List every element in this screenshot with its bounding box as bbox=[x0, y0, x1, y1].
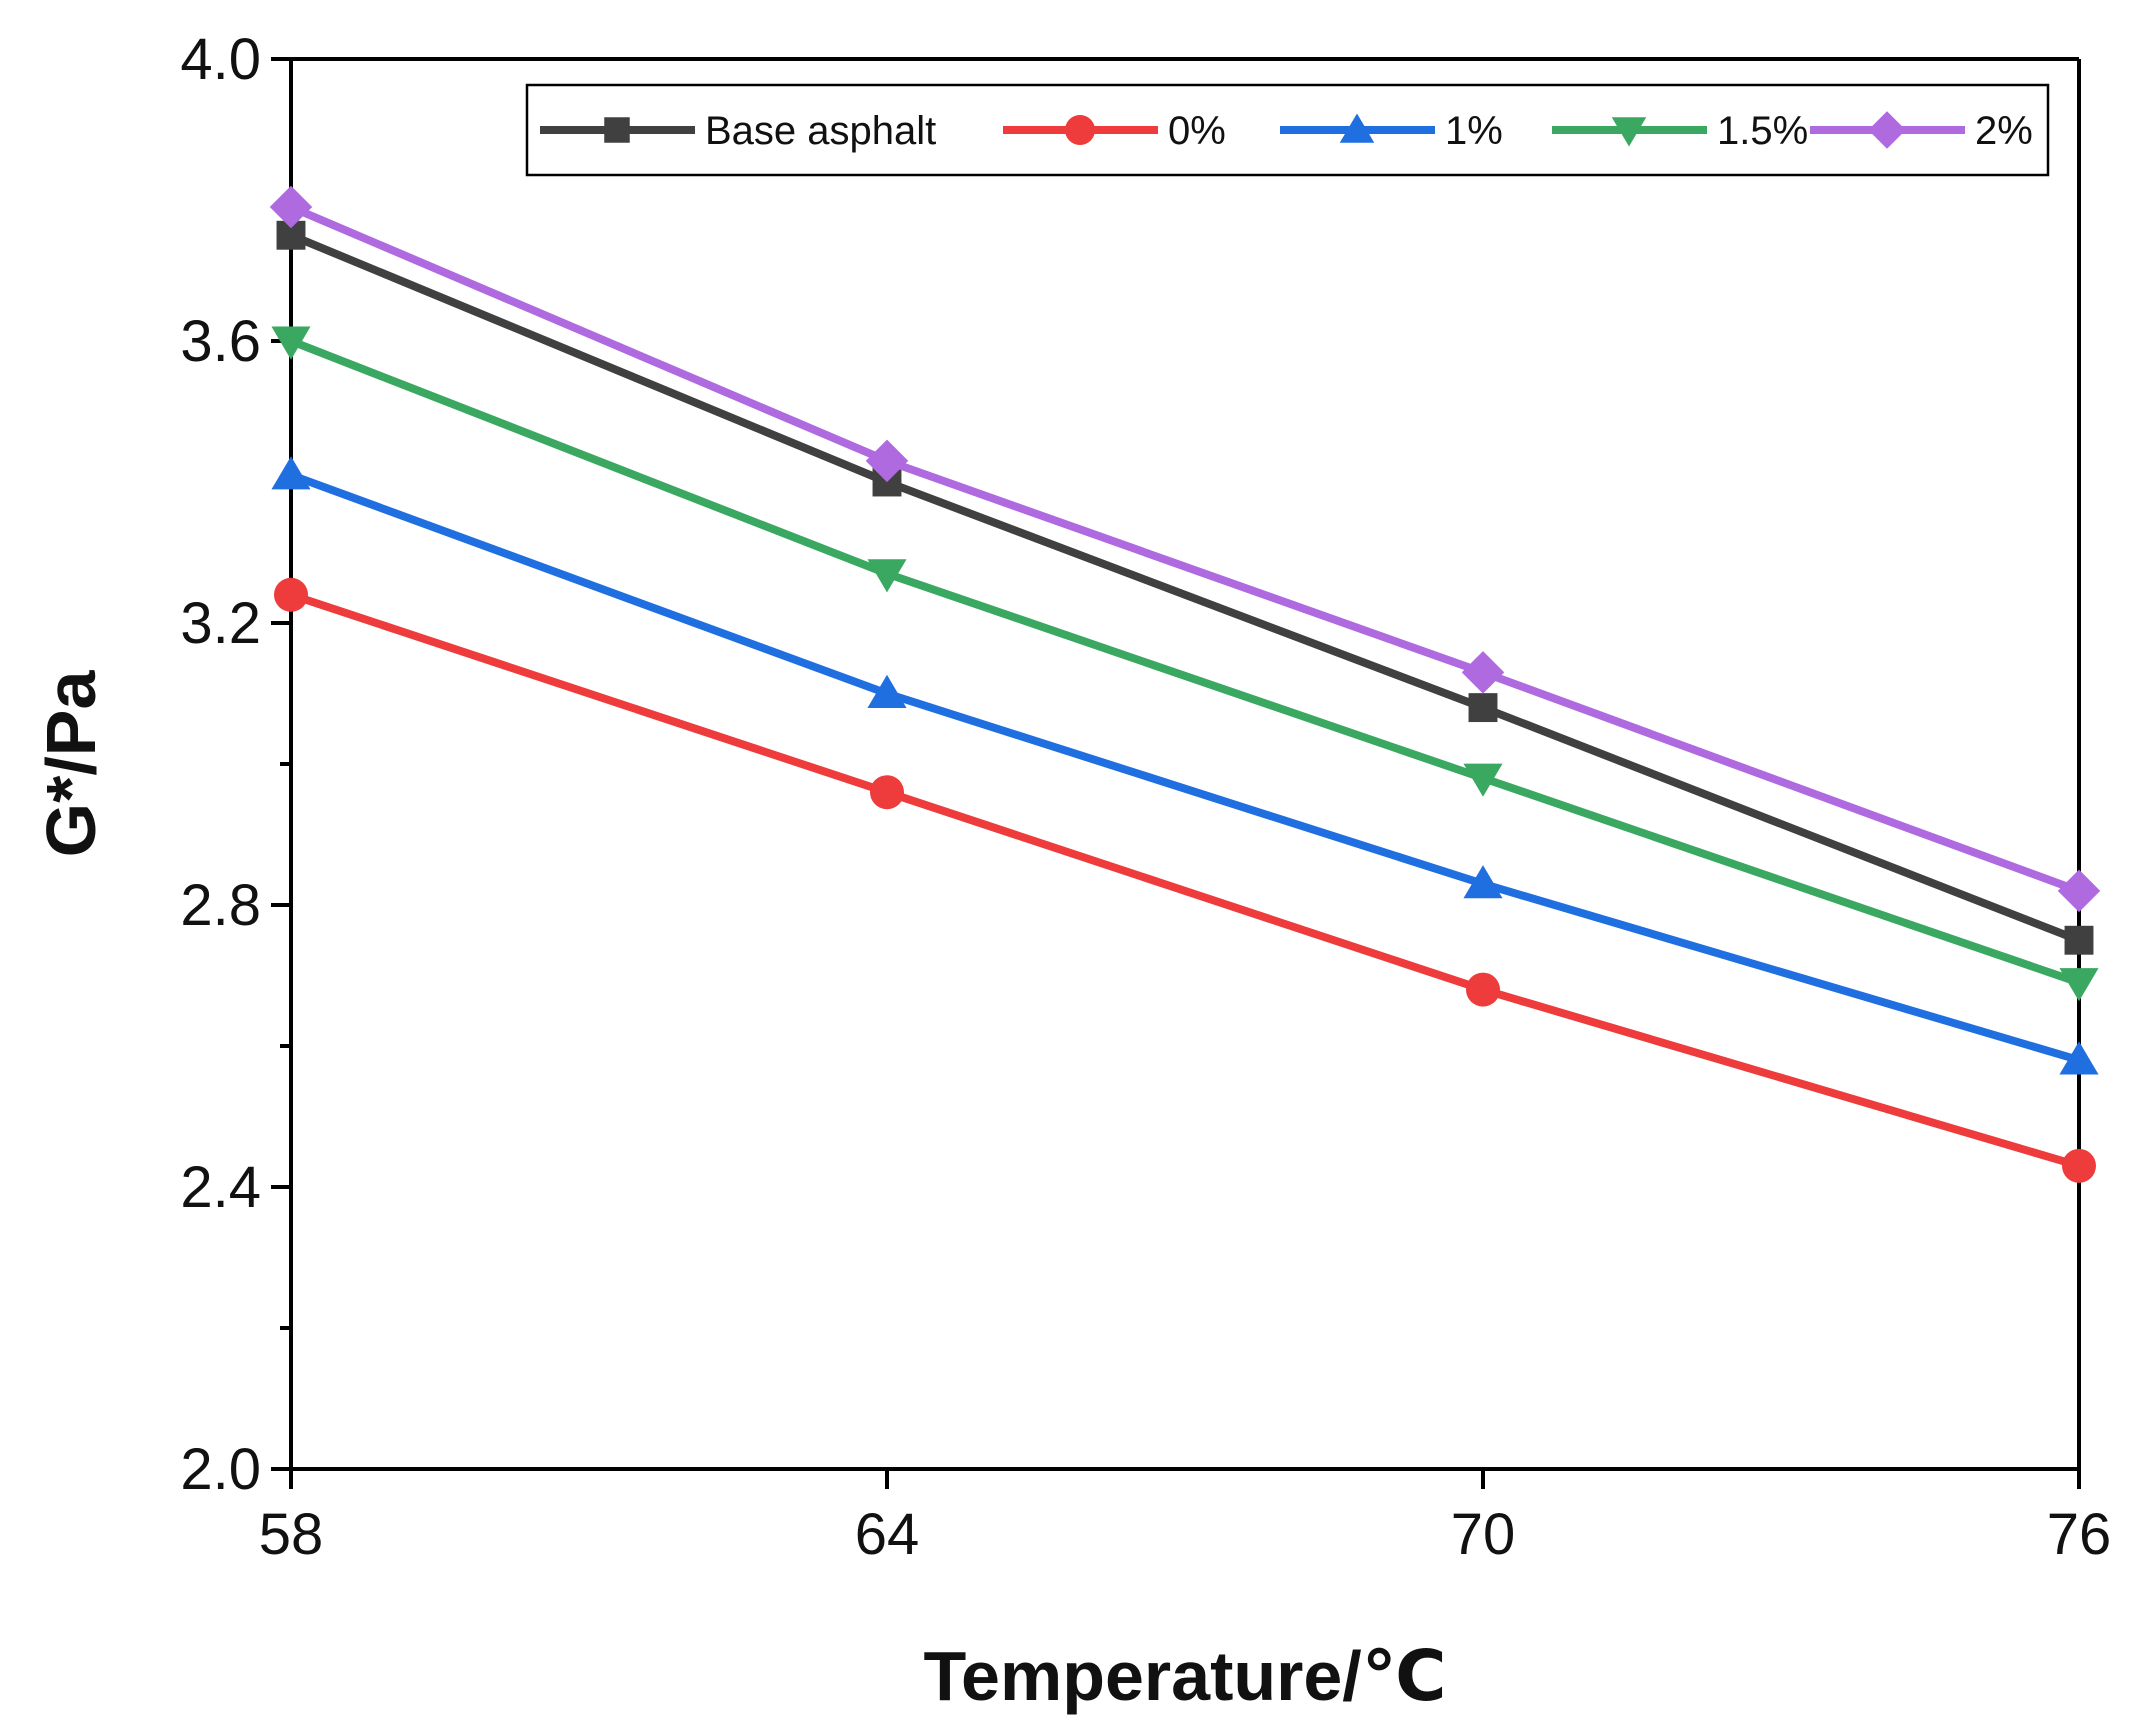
y-tick-label: 2.0 bbox=[180, 1437, 261, 1502]
legend-entry: 1.5% bbox=[1552, 109, 1808, 153]
series-line bbox=[289, 203, 2081, 895]
data-point bbox=[2064, 925, 2094, 955]
legend-marker bbox=[1611, 117, 1647, 147]
legend-label: 2% bbox=[1975, 109, 2033, 153]
series-line bbox=[289, 471, 2081, 1064]
data-point bbox=[1461, 651, 1505, 694]
y-tick-label: 2.8 bbox=[180, 873, 261, 938]
data-point bbox=[2062, 1148, 2096, 1183]
data-point bbox=[1463, 763, 1503, 797]
series-line bbox=[289, 591, 2081, 1170]
data-point bbox=[867, 559, 907, 593]
y-axis: 2.0 2.4 2.8 3.2 3.6 4.0 bbox=[180, 27, 291, 1502]
y-tick-label: 4.0 bbox=[180, 27, 261, 92]
legend-marker bbox=[604, 117, 630, 143]
x-tick-label: 58 bbox=[259, 1502, 324, 1567]
x-tick-label: 64 bbox=[855, 1502, 920, 1567]
legend-label: 1% bbox=[1445, 109, 1503, 153]
legend-entry: 0% bbox=[1003, 109, 1226, 153]
legend-entry: Base asphalt bbox=[540, 109, 936, 153]
legend-label: 1.5% bbox=[1717, 109, 1808, 153]
data-point bbox=[2059, 1041, 2099, 1075]
data-point bbox=[269, 185, 313, 229]
series-4 bbox=[269, 185, 2101, 913]
legend-entry: 2% bbox=[1810, 109, 2033, 153]
data-point bbox=[870, 775, 904, 810]
data-point bbox=[271, 456, 311, 490]
series-3 bbox=[271, 326, 2099, 1002]
x-axis: 58 64 70 76 bbox=[259, 1469, 2112, 1567]
x-axis-title: Temperature/℃ bbox=[923, 1637, 1446, 1715]
data-point bbox=[1468, 693, 1498, 723]
legend: Base asphalt 0% 1% 1.5% 2% bbox=[525, 83, 2050, 177]
series-1 bbox=[274, 577, 2096, 1183]
y-tick-label: 3.6 bbox=[180, 309, 261, 374]
legend-marker bbox=[1868, 111, 1906, 149]
legend-marker bbox=[1065, 115, 1095, 145]
legend-marker bbox=[1339, 113, 1375, 143]
legend-label: 0% bbox=[1168, 109, 1226, 153]
data-point bbox=[865, 439, 909, 483]
y-tick-label: 3.2 bbox=[180, 591, 261, 656]
plot-frame bbox=[289, 57, 2081, 1471]
series-layer bbox=[269, 185, 2101, 1183]
x-tick-label: 76 bbox=[2047, 1502, 2112, 1567]
x-tick-label: 70 bbox=[1451, 1502, 1516, 1567]
series-line bbox=[289, 231, 2081, 944]
data-point bbox=[271, 326, 311, 360]
series-2 bbox=[271, 456, 2099, 1075]
data-point bbox=[2057, 869, 2101, 913]
legend-entry: 1% bbox=[1280, 109, 1503, 153]
series-0 bbox=[276, 220, 2094, 955]
data-point bbox=[274, 577, 308, 612]
data-point bbox=[2059, 968, 2099, 1002]
series-line bbox=[289, 337, 2081, 987]
data-point bbox=[1463, 865, 1503, 899]
y-tick-label: 2.4 bbox=[180, 1155, 261, 1220]
legend-label: Base asphalt bbox=[705, 109, 936, 153]
y-axis-title: G*/Pa bbox=[32, 670, 110, 858]
data-point bbox=[1466, 972, 1500, 1007]
data-point bbox=[867, 674, 907, 708]
